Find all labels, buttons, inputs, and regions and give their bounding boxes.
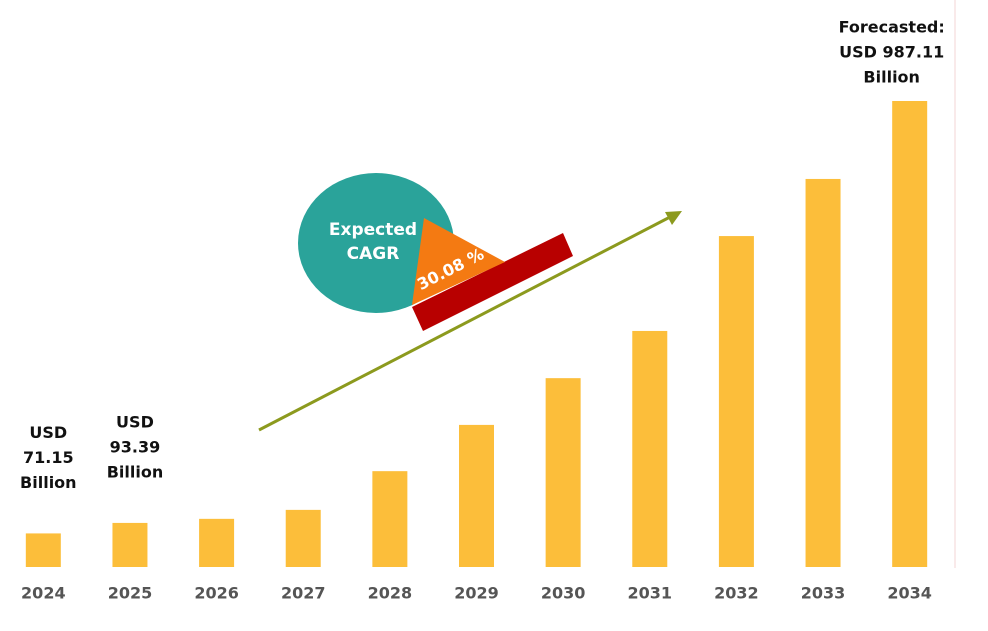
bar (285, 509, 321, 567)
x-tick-label: 2028 (368, 584, 413, 603)
value-label: 93.39 (110, 437, 161, 456)
bar (25, 533, 61, 567)
cagr-triangle (412, 218, 505, 305)
value-label: Billion (863, 68, 920, 87)
x-tick-label: 2031 (628, 584, 673, 603)
bar (199, 518, 235, 567)
bar (892, 101, 928, 567)
bar (632, 330, 668, 567)
value-label: 71.15 (23, 448, 74, 467)
x-tick-label: 2027 (281, 584, 326, 603)
x-tick-label: 2024 (21, 584, 66, 603)
cagr-bubble (298, 173, 454, 313)
bar (805, 178, 841, 567)
value-label: Forecasted: (839, 18, 945, 37)
x-tick-label: 2025 (108, 584, 153, 603)
value-label: USD (29, 423, 67, 442)
bar (718, 236, 754, 567)
x-tick-label: 2033 (801, 584, 846, 603)
cagr-label: Expected CAGR (328, 220, 418, 264)
bar (545, 378, 581, 567)
arrow-head (665, 211, 682, 225)
value-label: Billion (20, 473, 77, 492)
x-tick-label: 2034 (887, 584, 932, 603)
bar (459, 424, 494, 567)
value-label: USD (116, 412, 154, 431)
x-tick-label: 2029 (454, 584, 499, 603)
value-label: USD 987.11 (839, 43, 944, 62)
x-tick-label: 2032 (714, 584, 759, 603)
trend-arrow (258, 214, 673, 432)
x-tick-label: 2026 (194, 584, 239, 603)
cagr-ribbon (412, 233, 573, 331)
bars (25, 101, 928, 567)
bar (112, 522, 148, 567)
value-label: Billion (107, 462, 164, 481)
bar (372, 471, 408, 567)
x-tick-label: 2030 (541, 584, 586, 603)
